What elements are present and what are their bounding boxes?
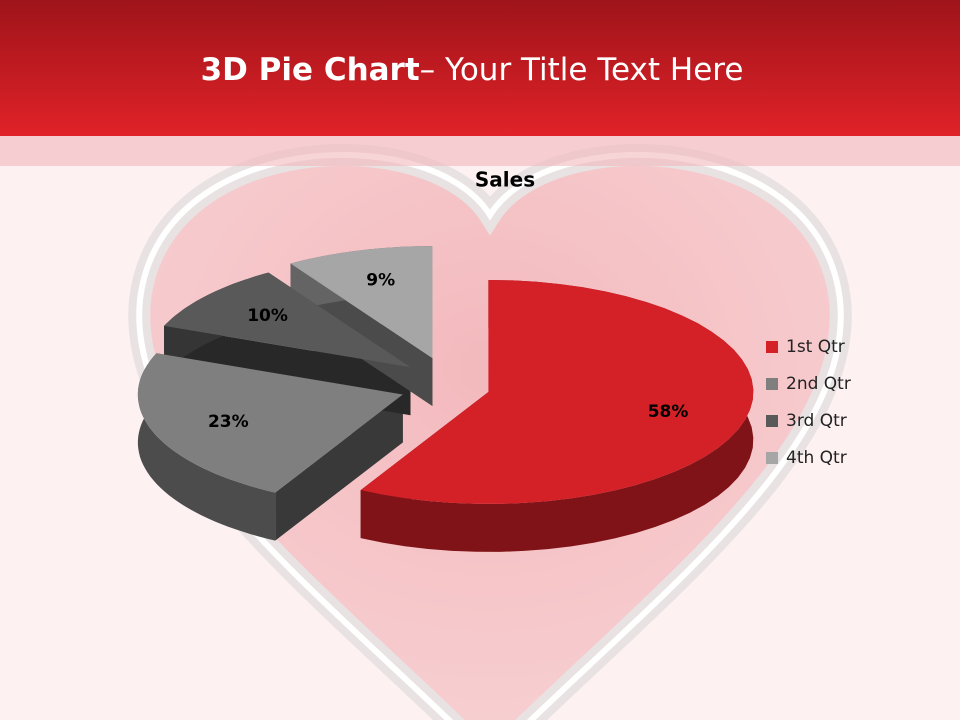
data-label: 9%	[366, 271, 395, 291]
legend-swatch	[766, 452, 778, 464]
data-label: 10%	[247, 306, 288, 326]
legend-swatch	[766, 378, 778, 390]
legend: 1st Qtr 2nd Qtr 3rd Qtr 4th Qtr	[766, 337, 851, 468]
data-label: 58%	[648, 402, 689, 422]
legend-label: 1st Qtr	[786, 337, 845, 357]
slice	[137, 353, 403, 493]
data-label: 23%	[208, 412, 249, 432]
chart-title: Sales	[475, 168, 535, 192]
slice	[290, 246, 433, 359]
slice	[360, 280, 754, 504]
title-band	[0, 0, 960, 136]
title-bold: 3D Pie Chart	[201, 52, 420, 88]
title-underband	[0, 136, 960, 166]
pie: 58% 23% 10% 9%	[137, 246, 754, 552]
slice-side	[137, 353, 276, 541]
slice	[164, 272, 411, 368]
slide-title: 3D Pie Chart– Your Title Text Here	[201, 52, 744, 88]
title-rest: – Your Title Text Here	[420, 52, 744, 88]
heart-outline	[136, 151, 844, 724]
legend-label: 2nd Qtr	[786, 374, 851, 394]
legend-swatch	[766, 341, 778, 353]
legend-label: 4th Qtr	[786, 448, 847, 468]
legend-label: 3rd Qtr	[786, 411, 847, 431]
legend-swatch	[766, 415, 778, 427]
